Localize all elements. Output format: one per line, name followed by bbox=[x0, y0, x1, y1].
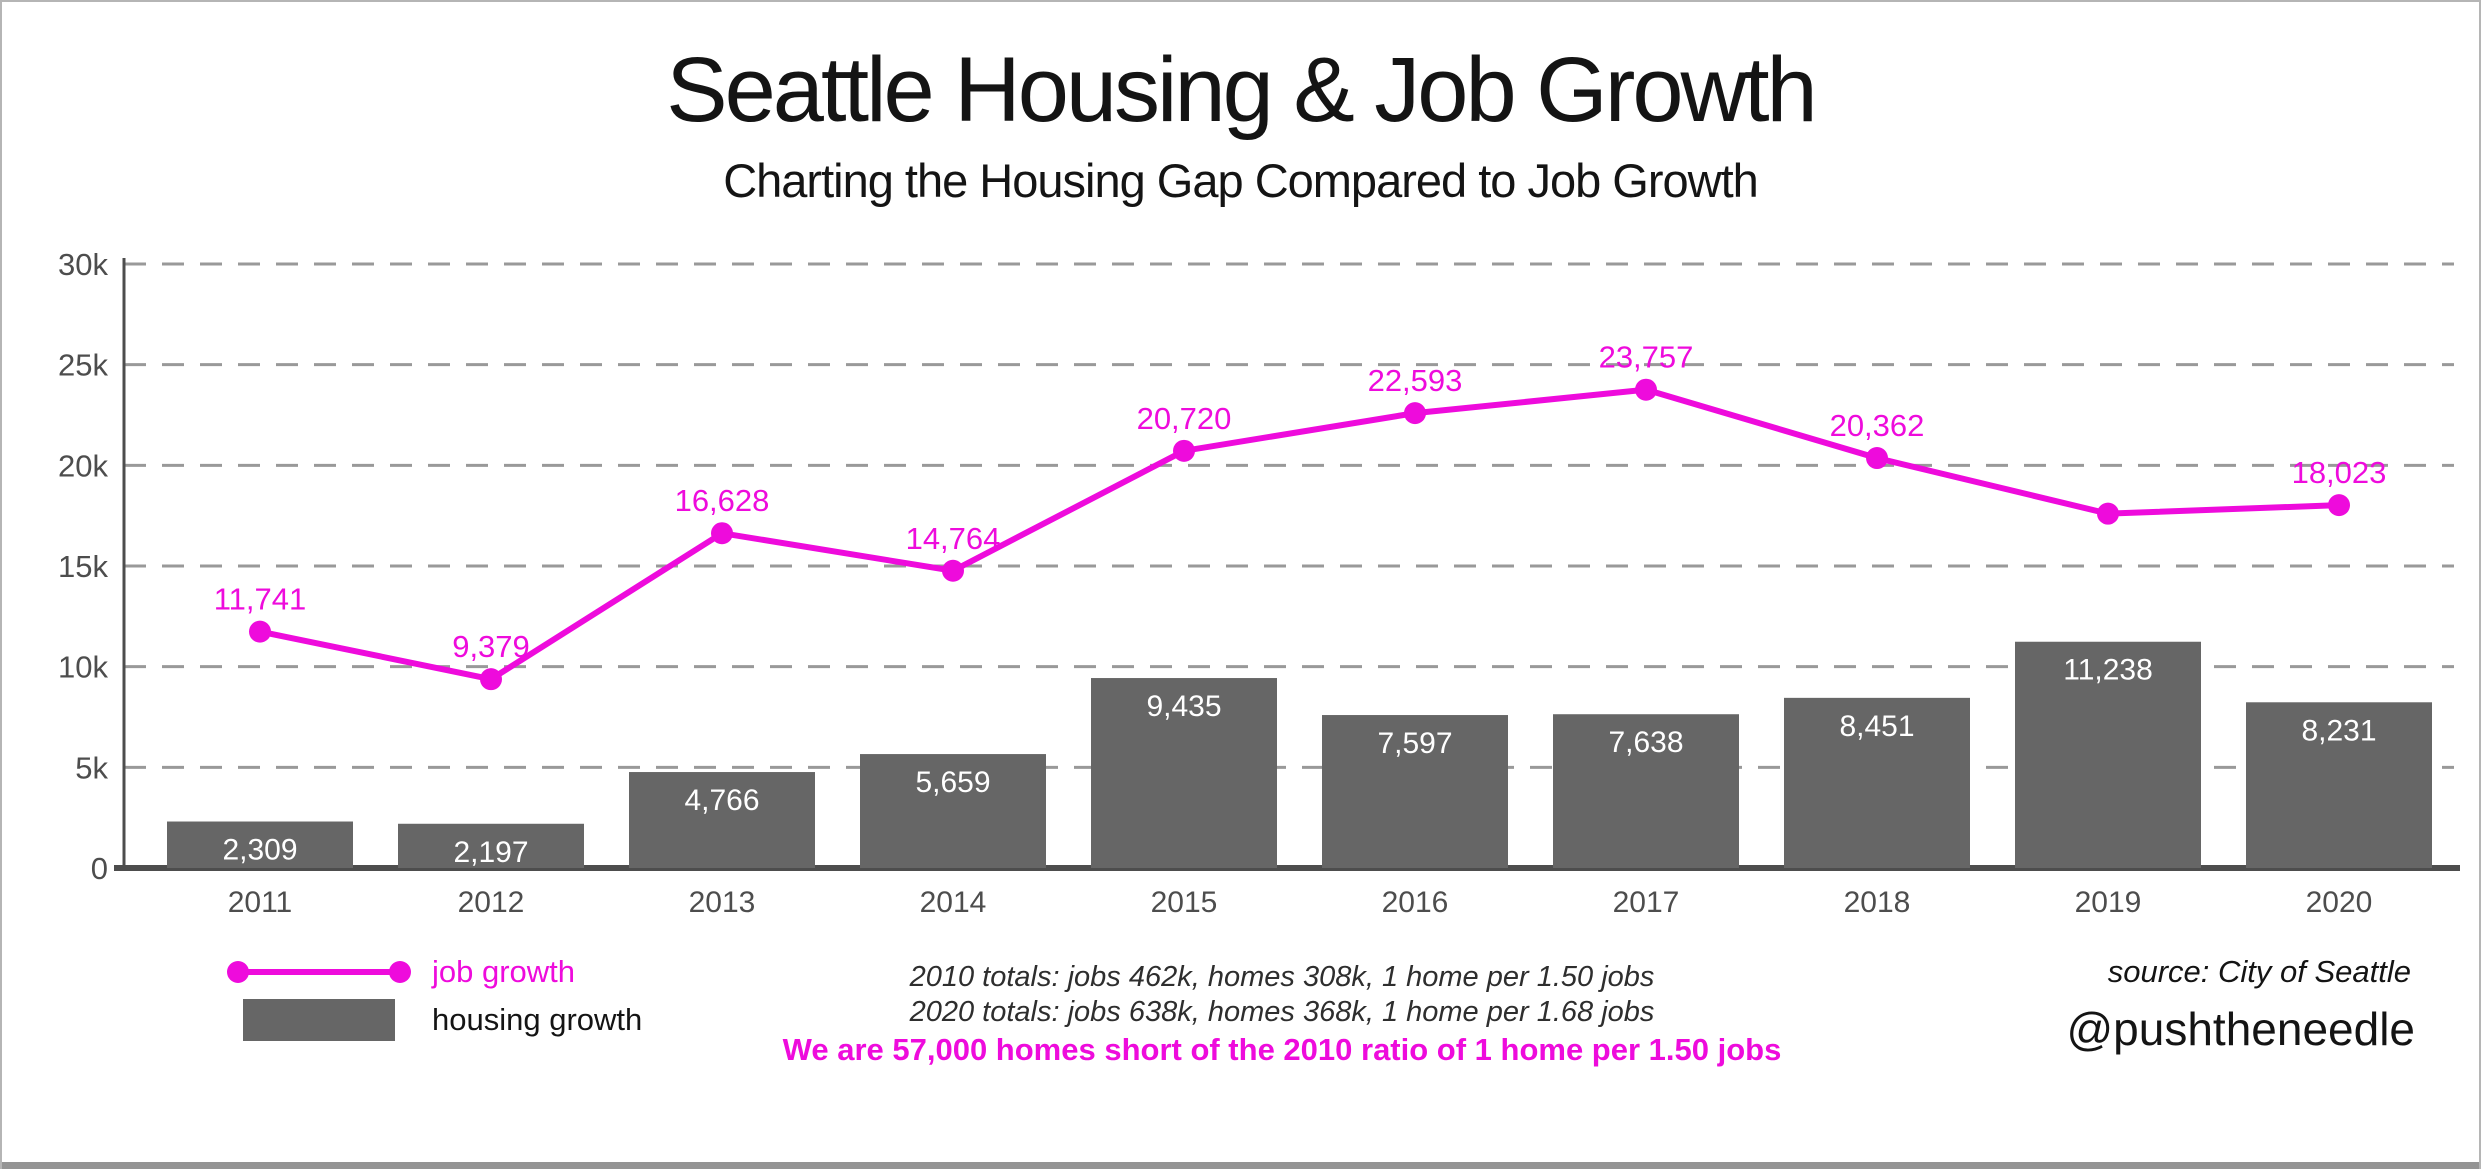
annotation-highlight: We are 57,000 homes short of the 2010 ra… bbox=[782, 1032, 1782, 1067]
housing-growth-swatch-icon bbox=[243, 999, 395, 1041]
line-point-2012 bbox=[480, 668, 502, 691]
bar-value-label: 8,451 bbox=[1839, 710, 1914, 743]
line-value-label: 11,741 bbox=[214, 582, 307, 617]
bar-2020 bbox=[2246, 702, 2432, 868]
bar-value-label: 8,231 bbox=[2301, 714, 2376, 747]
x-tick-label: 2020 bbox=[2306, 886, 2373, 919]
x-tick-label: 2014 bbox=[920, 886, 987, 919]
bar-value-label: 7,638 bbox=[1608, 726, 1683, 759]
annotation-block: 2010 totals: jobs 462k, homes 308k, 1 ho… bbox=[682, 960, 1882, 1070]
line-value-label: 20,362 bbox=[1830, 408, 1925, 443]
line-value-label: 9,379 bbox=[452, 629, 530, 664]
line-value-label: 22,593 bbox=[1368, 363, 1463, 398]
legend-item-job-growth: job growth bbox=[224, 950, 642, 994]
bar-value-label: 11,238 bbox=[2063, 654, 2153, 687]
legend-item-housing-growth: housing growth bbox=[224, 998, 642, 1042]
source-credit: source: City of Seattle bbox=[2107, 954, 2411, 989]
y-tick-label: 30k bbox=[58, 247, 108, 282]
chart-title: Seattle Housing & Job Growth bbox=[666, 39, 1817, 141]
line-point-2019 bbox=[2097, 502, 2119, 525]
line-value-label: 20,720 bbox=[1137, 401, 1232, 436]
line-value-label: 16,628 bbox=[675, 483, 770, 518]
legend-label-housing-growth: housing growth bbox=[432, 1002, 643, 1037]
line-point-2018 bbox=[1866, 447, 1888, 470]
bar-2016 bbox=[1322, 715, 1508, 868]
bar-2011 bbox=[167, 821, 353, 868]
line-point-2013 bbox=[711, 522, 733, 545]
bar-value-label: 2,309 bbox=[222, 834, 297, 867]
line-value-label: 23,757 bbox=[1599, 340, 1694, 375]
bottom-border-bar bbox=[2, 1162, 2479, 1169]
author-handle: @pushtheneedle bbox=[2066, 1003, 2415, 1055]
x-tick-label: 2011 bbox=[228, 886, 293, 919]
line-point-2015 bbox=[1173, 439, 1195, 462]
line-point-2017 bbox=[1635, 378, 1657, 401]
bar-2012 bbox=[398, 823, 584, 868]
bar-value-label: 2,197 bbox=[453, 836, 528, 869]
legend-label-job-growth: job growth bbox=[432, 954, 576, 989]
line-point-2014 bbox=[942, 559, 964, 582]
line-value-label: 14,764 bbox=[906, 521, 1001, 556]
x-tick-label: 2015 bbox=[1151, 886, 1218, 919]
bar-value-label: 4,766 bbox=[684, 784, 759, 817]
bar-value-label: 5,659 bbox=[915, 766, 990, 799]
bar-2019 bbox=[2015, 641, 2201, 868]
x-tick-label: 2013 bbox=[689, 886, 756, 919]
annotation-2010-totals: 2010 totals: jobs 462k, homes 308k, 1 ho… bbox=[909, 961, 1655, 993]
chart-subtitle: Charting the Housing Gap Compared to Job… bbox=[723, 154, 1759, 207]
x-tick-label: 2018 bbox=[1844, 886, 1911, 919]
line-point-2016 bbox=[1404, 402, 1426, 425]
x-tick-label: 2012 bbox=[458, 886, 525, 919]
x-tick-label: 2017 bbox=[1613, 886, 1680, 919]
bar-2014 bbox=[860, 754, 1046, 868]
y-tick-label: 0 bbox=[91, 851, 108, 886]
line-value-label: 18,023 bbox=[2292, 455, 2387, 490]
job-growth-line bbox=[259, 386, 2340, 683]
x-tick-label: 2016 bbox=[1382, 886, 1449, 919]
line-point-2020 bbox=[2328, 494, 2350, 517]
legend: job growth housing growth bbox=[224, 950, 642, 1042]
y-tick-label: 10k bbox=[58, 650, 108, 685]
x-tick-label: 2019 bbox=[2075, 886, 2142, 919]
job-growth-line-swatch-icon bbox=[227, 961, 411, 983]
bar-value-label: 9,435 bbox=[1146, 690, 1221, 723]
y-tick-label: 5k bbox=[75, 750, 108, 785]
y-tick-label: 20k bbox=[58, 448, 108, 483]
bar-2013 bbox=[629, 772, 815, 868]
y-tick-label: 15k bbox=[58, 549, 108, 584]
y-tick-label: 25k bbox=[58, 348, 108, 383]
bar-2015 bbox=[1091, 678, 1277, 868]
bar-value-label: 7,597 bbox=[1377, 727, 1452, 760]
line-point-2011 bbox=[249, 620, 271, 643]
annotation-2020-totals: 2020 totals: jobs 638k, homes 368k, 1 ho… bbox=[909, 996, 1655, 1028]
bar-2017 bbox=[1553, 714, 1739, 868]
bar-2018 bbox=[1784, 697, 1970, 868]
